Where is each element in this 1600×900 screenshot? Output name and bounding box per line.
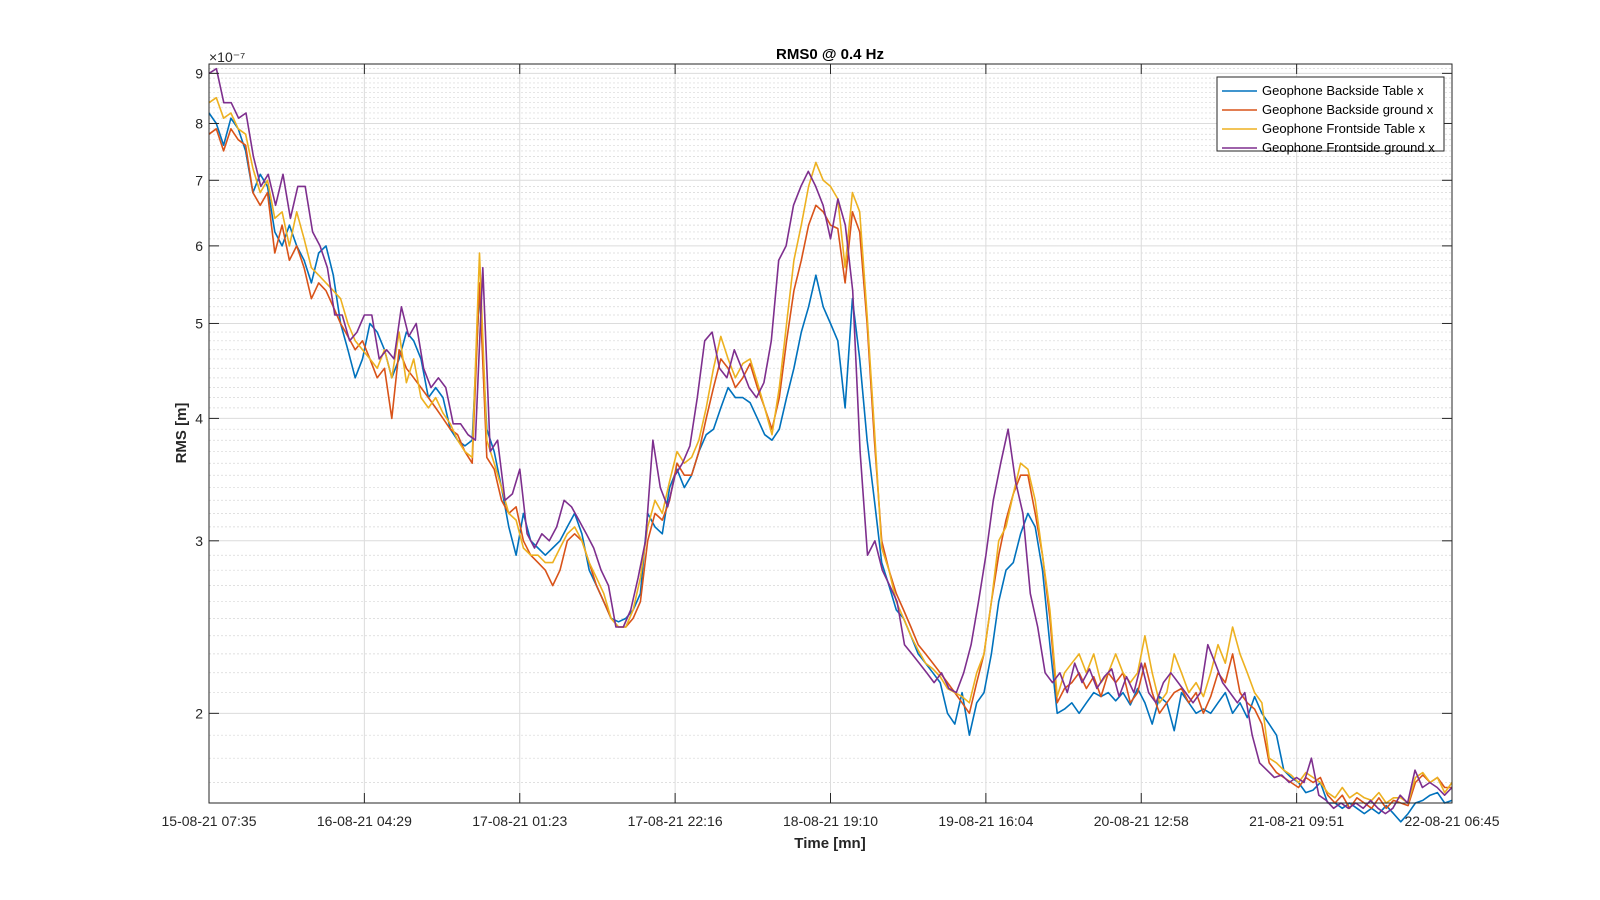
legend-entry: Geophone Frontside ground x bbox=[1262, 140, 1435, 155]
x-tick-label: 20-08-21 12:58 bbox=[1094, 813, 1189, 829]
y-tick-label: 2 bbox=[195, 705, 203, 721]
y-axis-label: RMS [m] bbox=[173, 403, 190, 464]
legend-entry: Geophone Backside ground x bbox=[1262, 102, 1434, 117]
x-tick-label: 18-08-21 19:10 bbox=[783, 813, 878, 829]
ticks: 2 3 4 5 6 7 8 9 15-08-21 07:35 16-08-21 04:29 17-0… bbox=[162, 64, 1500, 829]
x-tick-label: 17-08-21 01:23 bbox=[472, 813, 567, 829]
y-tick-label: 8 bbox=[195, 115, 203, 131]
y-tick-label: 4 bbox=[195, 410, 203, 426]
series-layer bbox=[208, 67, 1453, 823]
x-tick-label: 22-08-21 06:45 bbox=[1405, 813, 1500, 829]
y-tick-label: 6 bbox=[195, 238, 203, 254]
series-line-1 bbox=[208, 112, 1453, 823]
x-axis-label: Time [mn] bbox=[794, 835, 865, 852]
y-tick-label: 9 bbox=[195, 65, 203, 81]
x-tick-label: 15-08-21 07:35 bbox=[162, 813, 257, 829]
y-tick-label: 5 bbox=[195, 315, 203, 331]
y-tick-label: 3 bbox=[195, 533, 203, 549]
grid bbox=[208, 63, 1453, 803]
legend: Geophone Backside Table x Geophone Backsi… bbox=[1216, 76, 1445, 155]
y-axis-exponent: ×10⁻⁷ bbox=[209, 49, 245, 65]
x-tick-label: 19-08-21 16:04 bbox=[938, 813, 1033, 829]
y-tick-label: 7 bbox=[195, 172, 203, 188]
chart-title: RMS0 @ 0.4 Hz bbox=[776, 46, 884, 63]
series-line-3 bbox=[208, 96, 1453, 804]
series-line-2 bbox=[208, 128, 1452, 810]
x-tick-label: 21-08-21 09:51 bbox=[1249, 813, 1344, 829]
legend-entry: Geophone Frontside Table x bbox=[1262, 121, 1426, 136]
legend-box bbox=[1216, 76, 1445, 152]
x-tick-label: 16-08-21 04:29 bbox=[317, 813, 412, 829]
legend-entry: Geophone Backside Table x bbox=[1262, 83, 1424, 98]
x-tick-label: 17-08-21 22:16 bbox=[628, 813, 723, 829]
series-line-4 bbox=[208, 67, 1453, 815]
